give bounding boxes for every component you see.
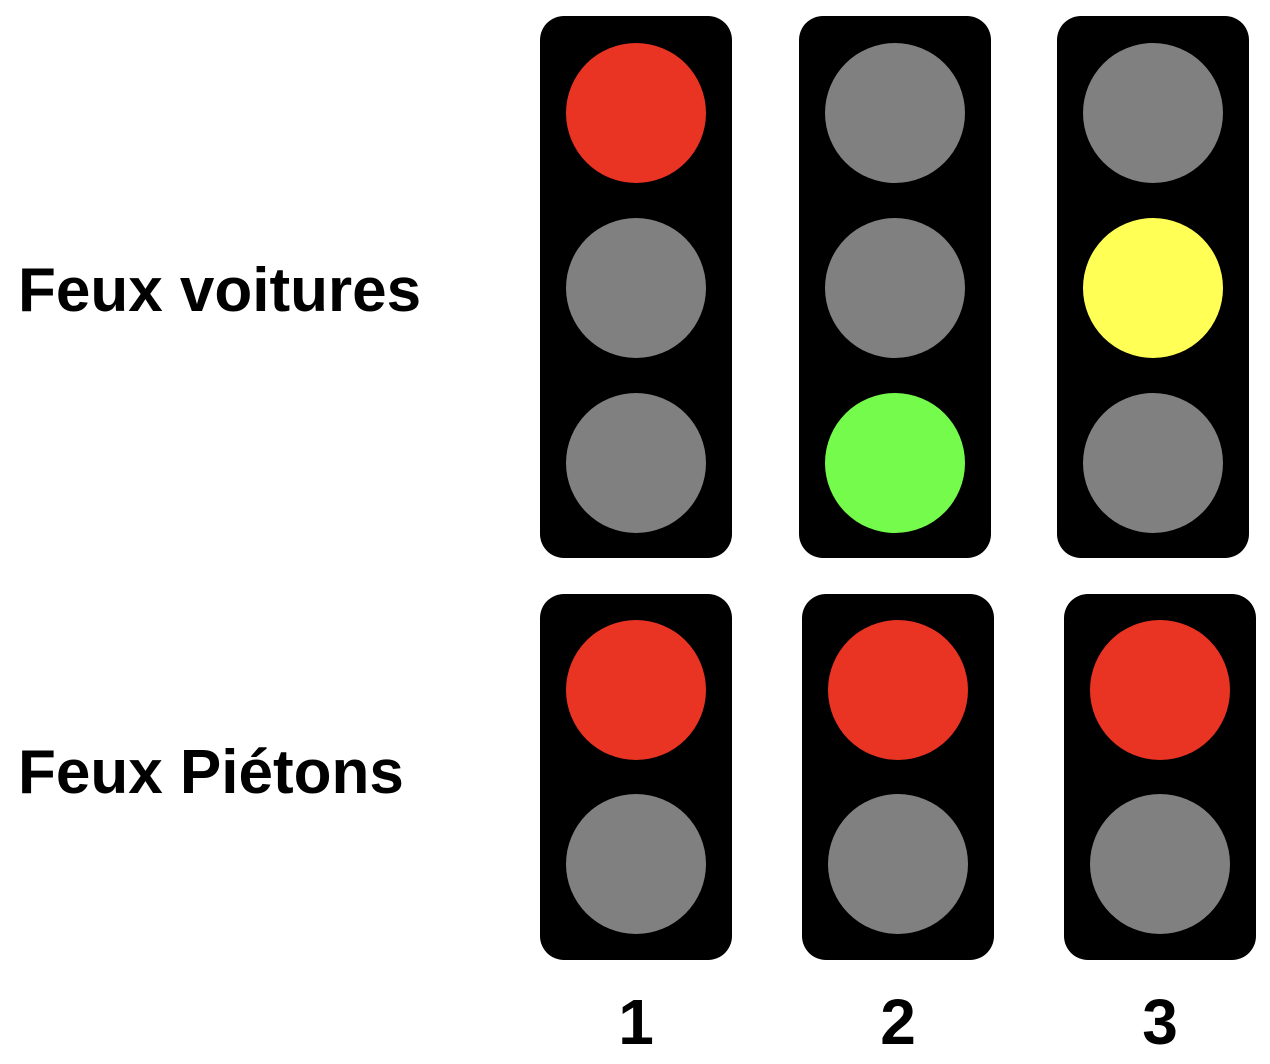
car-traffic-light-1	[540, 16, 732, 558]
pedestrian-traffic-light-3	[1064, 594, 1256, 960]
pedestrian-light-1-bottom-lamp	[566, 794, 706, 934]
pedestrian-light-1-top-lamp	[566, 620, 706, 760]
car-light-1-top-lamp	[566, 43, 706, 183]
pedestrian-lights-label: Feux Piétons	[18, 738, 404, 807]
pedestrian-traffic-light-2	[802, 594, 994, 960]
car-traffic-light-2	[799, 16, 991, 558]
car-lights-label: Feux voitures	[18, 256, 422, 325]
car-light-1-bottom-lamp	[566, 393, 706, 533]
car-light-3-bottom-lamp	[1083, 393, 1223, 533]
pedestrian-light-3-bottom-lamp	[1090, 794, 1230, 934]
car-light-3-top-lamp	[1083, 43, 1223, 183]
car-traffic-light-3	[1057, 16, 1249, 558]
car-light-2-bottom-lamp	[825, 393, 965, 533]
pedestrian-light-3-top-lamp	[1090, 620, 1230, 760]
car-light-1-middle-lamp	[566, 218, 706, 358]
column-number-1: 1	[618, 986, 654, 1058]
pedestrian-light-2-bottom-lamp	[828, 794, 968, 934]
pedestrian-traffic-light-1	[540, 594, 732, 960]
car-light-3-middle-lamp	[1083, 218, 1223, 358]
column-number-3: 3	[1142, 986, 1178, 1058]
car-light-2-top-lamp	[825, 43, 965, 183]
column-number-2: 2	[880, 986, 916, 1058]
car-light-2-middle-lamp	[825, 218, 965, 358]
pedestrian-light-2-top-lamp	[828, 620, 968, 760]
